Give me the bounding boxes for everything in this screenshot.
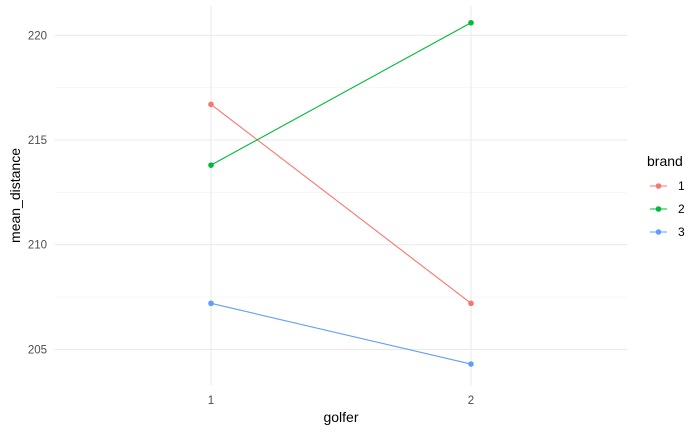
legend-label: 3 [678, 225, 685, 239]
data-point-brand-2 [468, 19, 474, 26]
legend: brand 1 2 3 [647, 153, 685, 239]
data-point-brand-3 [468, 361, 474, 367]
legend-item-brand-2: 2 [650, 202, 685, 216]
y-tick-label: 215 [28, 135, 47, 147]
legend-item-brand-1: 1 [650, 179, 685, 193]
data-points [208, 19, 474, 367]
legend-key-point [655, 229, 662, 235]
series-line-brand-1 [210, 103, 472, 304]
x-axis-title: golfer [323, 409, 358, 425]
y-axis-title: mean_distance [7, 148, 23, 243]
data-point-brand-1 [208, 101, 214, 108]
data-point-brand-3 [208, 300, 214, 307]
legend-title: brand [647, 153, 683, 169]
legend-label: 1 [678, 179, 685, 193]
x-tick-label: 1 [208, 395, 214, 407]
legend-key-point [655, 183, 662, 189]
legend-label: 2 [678, 202, 685, 216]
legend-key-point [655, 206, 662, 212]
data-point-brand-1 [468, 300, 474, 307]
y-tick-label: 210 [28, 240, 47, 252]
data-point-brand-2 [208, 162, 214, 168]
y-axis-tick-labels: 205 210 215 220 [28, 30, 47, 356]
x-tick-label: 2 [468, 395, 474, 407]
grid [55, 6, 627, 385]
legend-item-brand-3: 3 [650, 225, 685, 239]
series-line-brand-2 [210, 22, 472, 166]
series-lines [210, 22, 472, 365]
y-tick-label: 220 [28, 30, 47, 42]
y-tick-label: 205 [28, 344, 47, 356]
series-line-brand-3 [210, 302, 472, 365]
